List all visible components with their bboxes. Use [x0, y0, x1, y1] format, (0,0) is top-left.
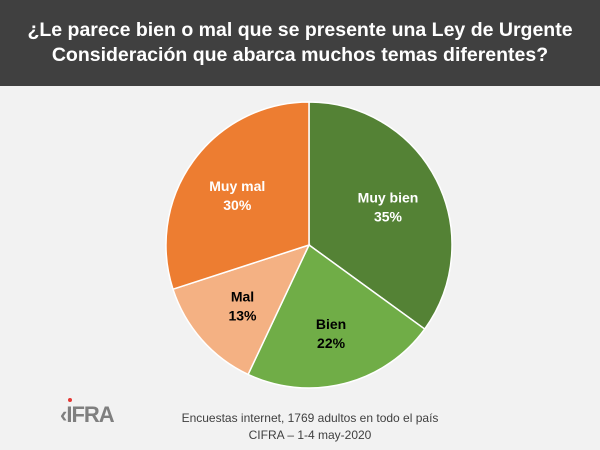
data-label-value: 13%: [228, 308, 257, 324]
footer-note: Encuestas internet, 1769 adultos en todo…: [150, 410, 470, 444]
title-line-2: Consideración que abarca muchos temas di…: [51, 44, 549, 66]
footer-date: CIFRA – 1-4 may-2020: [248, 428, 372, 442]
pie-slice-mal: [172, 243, 311, 376]
footer-source: Encuestas internet, 1769 adultos en todo…: [181, 411, 439, 425]
pie-slice-muy-bien: [308, 101, 453, 331]
data-label-category: Mal: [231, 289, 254, 305]
data-label-value: 35%: [374, 209, 403, 225]
title-line-1: ¿Le parece bien o mal que se presente un…: [27, 19, 573, 41]
pie-slice-muy-mal: [165, 101, 310, 291]
pie-chart: Muy bien 35% Bien 22% Mal 13% Muy mal 30%: [165, 101, 453, 389]
data-label-category: Muy bien: [358, 190, 419, 206]
data-label-category: Bien: [316, 316, 346, 332]
cifra-logo: ‹IFRA: [60, 398, 115, 428]
data-label-value: 30%: [223, 197, 252, 213]
data-label-value: 22%: [317, 335, 346, 351]
chart-title: ¿Le parece bien o mal que se presente un…: [0, 0, 600, 86]
data-label-category: Muy mal: [209, 178, 265, 194]
